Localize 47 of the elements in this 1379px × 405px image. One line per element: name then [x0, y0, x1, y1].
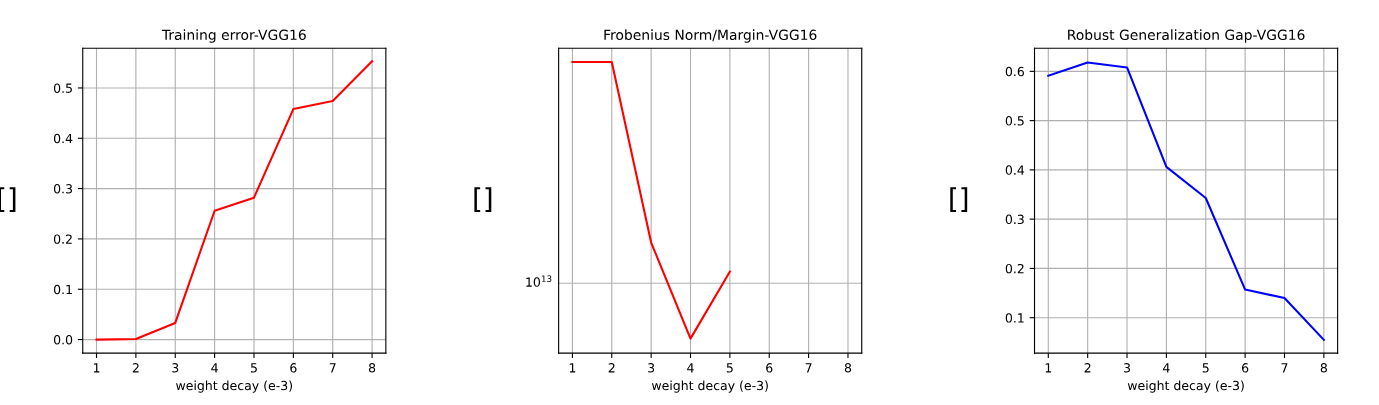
y-tick-label: 0.3 — [1005, 214, 1024, 225]
x-tick-label: 7 — [329, 363, 336, 373]
x-tick-label: 8 — [1320, 363, 1327, 373]
x-tick-label: 6 — [290, 363, 297, 373]
x-tick-label: 5 — [250, 363, 257, 373]
y-tick-label: 0.1 — [53, 284, 72, 295]
x-tick-label: 8 — [844, 363, 852, 373]
y-axis-title: [] — [950, 187, 968, 213]
y-axis-title: [] — [474, 187, 492, 213]
x-tick-label: 4 — [687, 363, 694, 373]
x-tick-label: 3 — [648, 363, 655, 373]
x-axis-title: weight decay (e-3) — [1127, 380, 1244, 393]
y-tick-label: 0.2 — [53, 234, 72, 244]
x-tick-label: 1 — [1045, 363, 1052, 373]
y-tick-label: 0.3 — [53, 184, 73, 194]
x-tick-label: 8 — [368, 363, 376, 373]
x-tick-label: 6 — [766, 363, 773, 373]
chart-title: Frobenius Norm/Margin-VGG16 — [604, 29, 817, 43]
chart-title: Robust Generalization Gap-VGG16 — [1068, 29, 1305, 43]
y-tick-label: 0.6 — [1005, 66, 1025, 77]
x-tick-label: 5 — [1202, 363, 1209, 373]
x-tick-label: 4 — [1163, 363, 1170, 373]
y-tick-label: 0.2 — [1005, 263, 1024, 274]
x-tick-label: 6 — [1242, 363, 1249, 373]
y-tick-label: 0.5 — [53, 83, 72, 93]
chart-title: Training error-VGG16 — [161, 29, 306, 43]
x-tick-label: 2 — [608, 363, 615, 373]
x-axis-title: weight decay (e-3) — [651, 380, 768, 393]
y-tick-label: 0.4 — [1005, 165, 1025, 175]
x-axis-title: weight decay (e-3) — [176, 380, 292, 393]
x-tick-label: 1 — [93, 363, 100, 373]
x-tick-label: 3 — [1124, 363, 1130, 373]
x-tick-label: 2 — [1084, 363, 1091, 373]
x-tick-label: 2 — [132, 363, 139, 373]
x-tick-label: 4 — [211, 363, 218, 373]
x-tick-label: 1 — [569, 363, 576, 373]
x-tick-label: 7 — [805, 363, 812, 373]
y-tick-label: 0.1 — [1005, 313, 1024, 323]
line-series — [1047, 61, 1325, 341]
y-tick-label: 0.5 — [1005, 116, 1024, 126]
y-tick-label: 0.4 — [53, 133, 73, 144]
x-tick-label: 7 — [1281, 363, 1288, 373]
text: 10$^{13}$ — [526, 275, 552, 287]
y-tick-label: 0.0 — [53, 335, 73, 345]
line-series — [95, 60, 374, 341]
x-tick-label: 5 — [726, 363, 733, 373]
x-tick-label: 3 — [172, 363, 179, 373]
